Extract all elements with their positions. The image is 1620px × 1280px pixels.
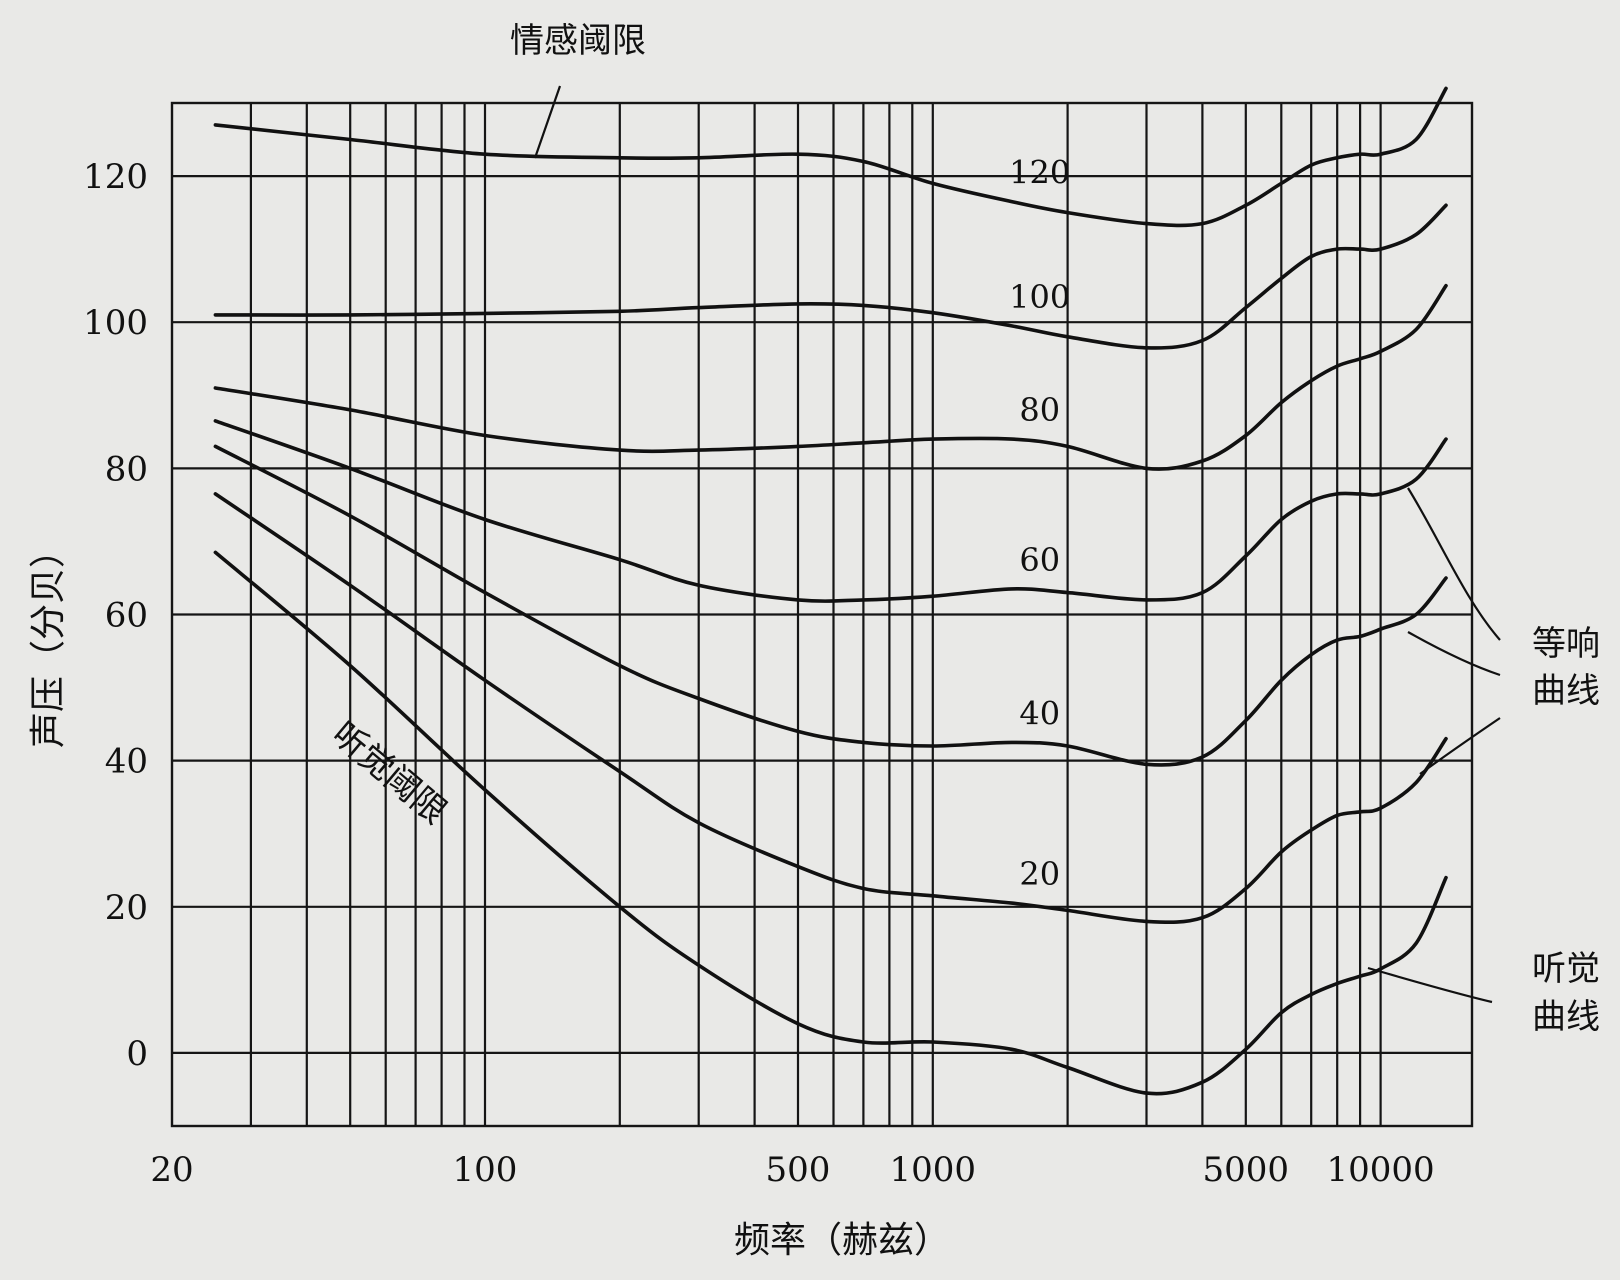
y-tick-label: 0 [126,1034,148,1074]
curve-label: 120 [1009,154,1070,192]
hearing-curve-label-line2: 曲线 [1532,997,1600,1037]
y-tick-label: 100 [83,303,148,343]
x-tick-label: 20 [150,1150,193,1190]
hearing-curve-label-line1: 听觉 [1532,949,1600,989]
y-axis-title: 声压（分贝） [28,532,69,748]
x-tick-label: 500 [766,1150,831,1190]
equal-loudness-label-line1: 等响 [1532,624,1600,664]
y-tick-label: 60 [105,596,148,636]
equal-loudness-leader-3 [1419,717,1501,775]
series-line-2 [213,203,1448,350]
series-line-6 [213,492,1448,925]
y-tick-label: 20 [105,888,148,928]
x-tick-label: 5000 [1203,1150,1290,1190]
series-line-4 [213,419,1448,603]
y-tick-label: 80 [105,449,148,489]
curve-labels: 120 100 80 60 40 20 [1009,154,1070,893]
tick-labels: 20 100 500 1000 5000 10000 0 20 40 60 80 100 120 [83,157,1435,1190]
x-tick-label: 10000 [1327,1150,1435,1190]
x-tick-label: 100 [453,1150,518,1190]
series-line-1 [213,86,1448,228]
curve-label: 40 [1019,694,1060,732]
y-tick-label: 120 [83,157,148,197]
x-axis-title: 频率（赫兹） [734,1220,950,1261]
equal-loudness-label-line2: 曲线 [1532,671,1600,711]
plot-frame [170,101,1474,1128]
equal-loudness-leader-1 [1407,487,1501,641]
curve-label: 60 [1019,541,1060,579]
curve-label: 80 [1019,391,1060,429]
curve-label: 20 [1019,855,1060,893]
hearing-threshold-label: 听觉阈限 [324,714,454,832]
curve-label: 100 [1009,278,1070,316]
hearing-curve-leader [1367,966,1493,1004]
grid [172,103,1472,1126]
curves [213,86,1448,1096]
series-line-5 [213,444,1448,767]
series-line-3 [213,283,1448,471]
y-tick-label: 40 [105,742,148,782]
pain-threshold-label: 情感阈限 [510,21,646,61]
series-line-7 [213,550,1448,1096]
pain-threshold-leader [533,85,562,159]
equal-loudness-leader-2 [1407,631,1501,677]
x-tick-label: 1000 [890,1150,977,1190]
